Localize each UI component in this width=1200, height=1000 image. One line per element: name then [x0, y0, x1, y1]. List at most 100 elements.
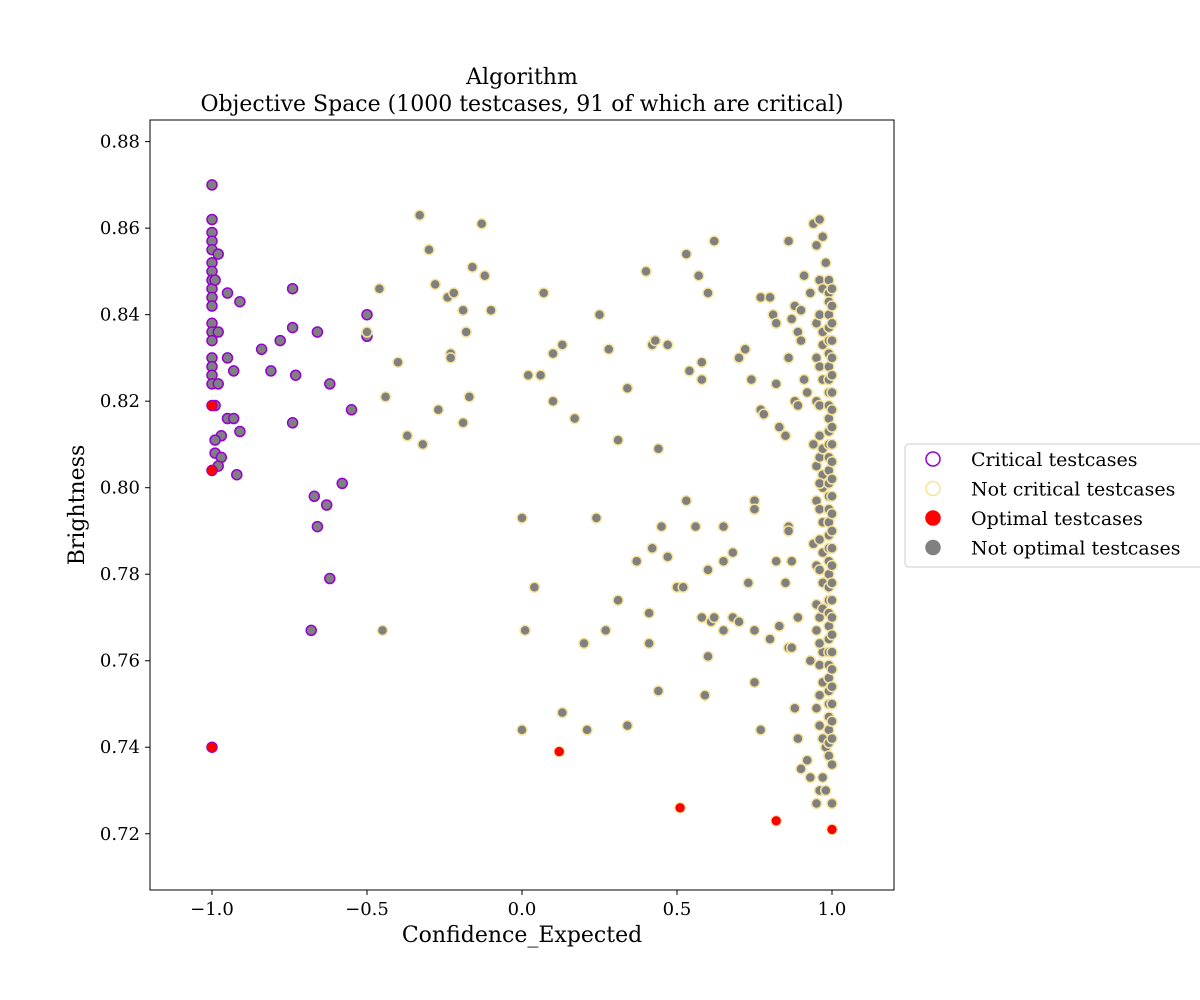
data-point — [516, 724, 528, 736]
data-point — [612, 594, 624, 606]
data-point — [782, 235, 795, 247]
data-point — [782, 525, 795, 537]
data-point — [826, 438, 838, 451]
data-point — [599, 624, 612, 637]
data-point — [692, 269, 705, 282]
data-point — [820, 784, 832, 797]
data-point — [733, 352, 745, 364]
data-point — [206, 300, 218, 312]
data-point — [286, 417, 299, 429]
data-point — [227, 412, 240, 425]
data-point — [798, 269, 810, 282]
data-point — [534, 369, 547, 381]
data-point — [336, 477, 348, 490]
data-point — [795, 763, 807, 775]
data-point — [810, 624, 823, 637]
data-point — [466, 261, 479, 273]
data-point — [206, 179, 218, 191]
data-point — [652, 685, 665, 697]
data-point — [603, 343, 615, 356]
data-point — [345, 404, 358, 416]
data-point — [801, 754, 813, 766]
legend-label: Not optimal testcases — [971, 538, 1181, 560]
data-point — [612, 434, 624, 446]
data-point — [448, 287, 460, 299]
data-point — [826, 542, 838, 555]
data-point — [826, 698, 838, 710]
data-point — [754, 724, 767, 736]
data-point — [826, 334, 838, 347]
data-point — [680, 494, 693, 507]
data-point — [758, 408, 770, 420]
x-tick-label: −1.0 — [190, 899, 234, 920]
data-point — [798, 373, 810, 386]
data-point — [813, 533, 826, 546]
data-point — [764, 291, 776, 304]
legend-marker — [925, 451, 941, 467]
data-point — [733, 616, 745, 628]
data-point — [379, 391, 392, 403]
data-point — [528, 581, 541, 593]
data-point — [708, 235, 720, 247]
data-point — [813, 360, 826, 373]
data-point — [826, 369, 838, 381]
data-point — [621, 382, 634, 394]
data-point — [376, 624, 389, 637]
data-point — [590, 512, 603, 524]
data-point — [826, 577, 838, 589]
data-point — [826, 473, 838, 485]
data-point — [675, 803, 685, 813]
data-point — [463, 391, 476, 403]
data-point — [649, 334, 662, 347]
data-point — [479, 269, 491, 282]
data-point — [207, 742, 217, 752]
data-point — [423, 244, 435, 256]
data-point — [826, 300, 838, 312]
x-tick-label: 0.0 — [508, 899, 537, 920]
data-point — [432, 404, 445, 416]
data-point — [234, 425, 246, 438]
data-point — [813, 430, 826, 442]
data-point — [661, 339, 674, 351]
data-point — [485, 304, 497, 317]
data-point — [320, 499, 333, 511]
y-tick-label: 0.88 — [100, 132, 140, 153]
data-point — [417, 438, 429, 451]
data-point — [792, 732, 804, 745]
data-point — [745, 373, 758, 386]
data-point — [826, 490, 838, 503]
data-point — [773, 421, 786, 433]
data-point — [748, 624, 761, 637]
data-point — [789, 702, 801, 715]
data-point — [826, 525, 838, 537]
data-point — [810, 702, 823, 715]
data-point — [206, 213, 218, 226]
data-point — [680, 248, 693, 260]
data-point — [804, 287, 817, 299]
data-point — [401, 430, 414, 442]
data-point — [581, 724, 593, 736]
data-point — [742, 577, 755, 589]
legend: Critical testcases Not critical testcases… — [904, 443, 1200, 568]
data-point — [717, 555, 730, 567]
data-point — [826, 559, 838, 572]
data-point — [661, 551, 674, 563]
data-point — [444, 352, 457, 364]
y-tick-label: 0.78 — [100, 564, 140, 585]
data-point — [804, 771, 817, 784]
legend-marker — [925, 480, 941, 497]
data-point — [547, 395, 559, 407]
data-point — [826, 758, 838, 771]
data-point — [748, 676, 761, 689]
data-point — [816, 231, 829, 243]
x-axis: −1.0 −0.5 0.0 0.5 1.0 — [190, 890, 846, 920]
data-point — [771, 816, 781, 826]
data-point — [646, 542, 658, 555]
data-point — [826, 732, 838, 745]
data-point — [652, 443, 665, 455]
data-point — [826, 404, 838, 416]
data-point — [717, 520, 730, 533]
data-point — [813, 719, 826, 732]
data-point — [640, 265, 652, 278]
